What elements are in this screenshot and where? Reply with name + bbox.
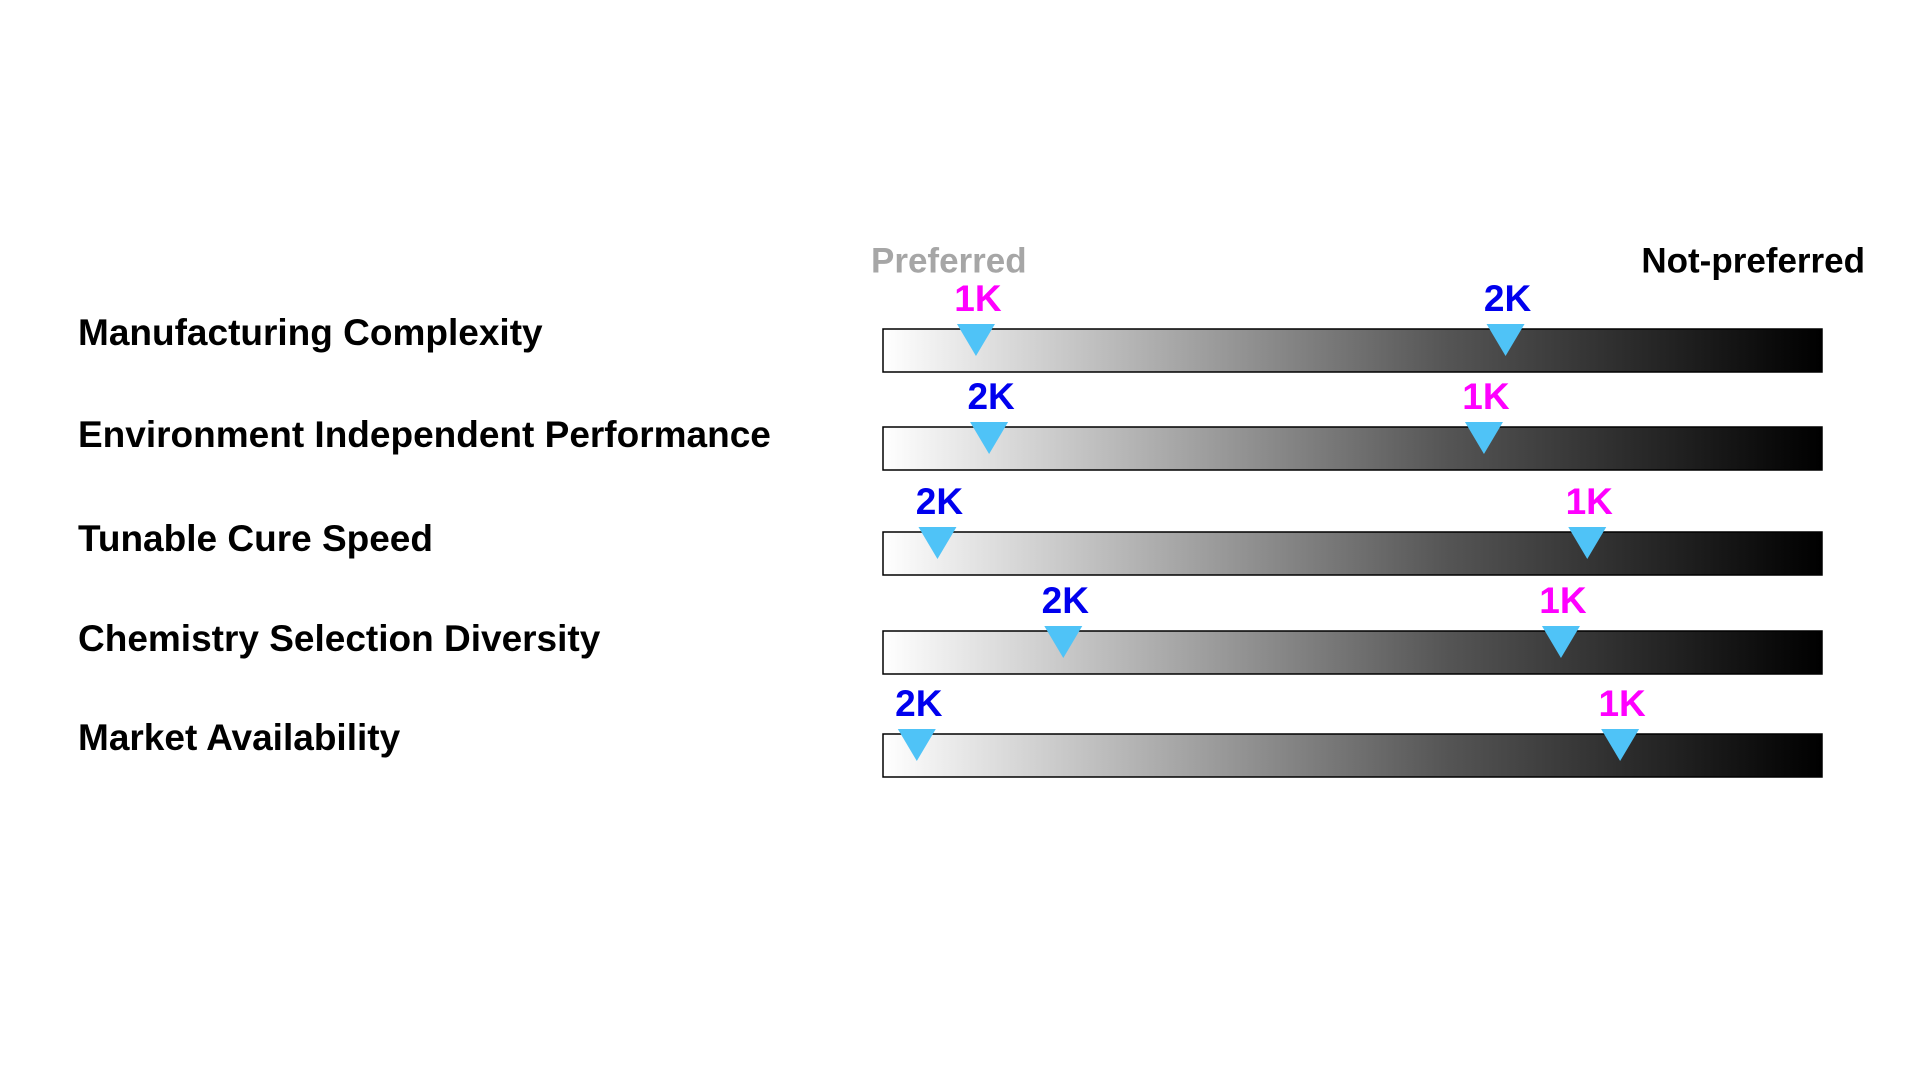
row-label: Manufacturing Complexity [78, 312, 543, 353]
marker [1044, 626, 1083, 658]
gradient-bar [882, 328, 1823, 373]
marker-label: 2K [967, 376, 1015, 417]
marker [970, 422, 1009, 454]
marker-label: 2K [895, 683, 943, 724]
marker [918, 527, 957, 559]
marker [1568, 527, 1607, 559]
gradient-bar [882, 630, 1823, 675]
marker-label: 1K [1566, 481, 1614, 522]
gradient-bar [882, 733, 1823, 778]
gradient-bar [882, 531, 1823, 576]
marker-label: 2K [916, 481, 964, 522]
marker-label: 2K [1484, 278, 1532, 319]
row-label: Tunable Cure Speed [78, 518, 433, 559]
row-label: Market Availability [78, 717, 401, 758]
marker-label: 2K [1042, 580, 1090, 621]
marker-label: 1K [1598, 683, 1646, 724]
marker [1486, 324, 1525, 356]
gradient-bar [882, 426, 1823, 471]
marker [956, 324, 995, 356]
row-label: Chemistry Selection Diversity [78, 618, 601, 659]
marker [1601, 729, 1640, 761]
marker-label: 1K [1539, 580, 1587, 621]
marker-label: 1K [954, 278, 1002, 319]
row-label: Environment Independent Performance [78, 414, 771, 455]
preferred-label: Preferred [871, 241, 1027, 280]
marker [897, 729, 936, 761]
marker [1464, 422, 1503, 454]
marker-label: 1K [1462, 376, 1510, 417]
marker [1541, 626, 1580, 658]
not-preferred-label: Not-preferred [1641, 241, 1865, 280]
